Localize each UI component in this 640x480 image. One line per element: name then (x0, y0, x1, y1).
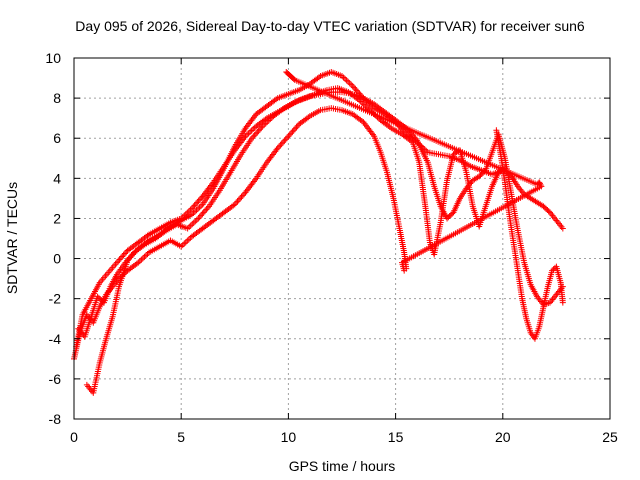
data-point-marker (481, 168, 488, 175)
data-point-marker (254, 129, 261, 136)
data-point-marker (290, 76, 297, 83)
data-point-marker (117, 255, 124, 262)
data-point-marker (545, 208, 552, 215)
data-point-marker (559, 299, 566, 306)
data-point-marker (121, 250, 128, 257)
y-tick-label: 4 (53, 170, 61, 186)
y-tick-label: 10 (45, 50, 61, 66)
data-point-marker (195, 215, 202, 222)
data-point-marker (189, 221, 196, 228)
y-tick-label: -2 (49, 291, 62, 307)
data-point-marker (348, 81, 355, 88)
y-axis-label: SDTVAR / TECUs (4, 182, 20, 294)
x-tick-label: 25 (602, 429, 618, 445)
data-point-marker (247, 128, 254, 135)
data-points (71, 69, 566, 396)
y-tick-labels: -8 -6 -4 -2 0 2 4 6 8 10 (45, 50, 61, 427)
y-tick-label: -6 (49, 371, 62, 387)
data-point-marker (239, 192, 246, 199)
data-point-marker (292, 125, 299, 132)
chart-title: Day 095 of 2026, Sidereal Day-to-day VTE… (75, 18, 585, 34)
data-point-marker (286, 131, 293, 138)
x-tick-label: 0 (70, 429, 78, 445)
data-point-marker (198, 212, 205, 219)
data-point-marker (349, 83, 356, 90)
series-track-d (73, 89, 566, 350)
data-point-marker (116, 256, 123, 263)
data-point-marker (342, 75, 349, 82)
data-point-marker (281, 137, 288, 144)
data-point-marker (550, 266, 557, 273)
x-tick-label: 20 (495, 429, 511, 445)
data-point-marker (290, 127, 297, 134)
y-tick-label: 0 (53, 251, 61, 267)
data-point-marker (182, 239, 189, 246)
data-point-marker (196, 213, 203, 220)
data-point-marker (238, 193, 245, 200)
data-point-marker (280, 139, 287, 146)
series-track-e (493, 127, 566, 342)
data-point-marker (289, 128, 296, 135)
data-point-marker (251, 132, 258, 139)
data-point-marker (192, 218, 199, 225)
x-axis-label: GPS time / hours (289, 458, 396, 474)
y-tick-label: -8 (49, 411, 62, 427)
data-point-marker (138, 256, 145, 263)
data-point-marker (278, 140, 285, 147)
data-point-marker (284, 134, 291, 141)
data-point-marker (351, 84, 358, 91)
data-point-marker (184, 237, 191, 244)
y-tick-label: 8 (53, 90, 61, 106)
data-point-marker (252, 130, 259, 137)
data-point-marker (193, 216, 200, 223)
data-point-marker (199, 210, 206, 217)
data-point-marker (244, 131, 251, 138)
data-point-marker (345, 78, 352, 85)
data-point-marker (234, 198, 241, 205)
data-point-marker (196, 196, 203, 203)
data-point-marker (202, 207, 209, 214)
y-tick-label: 6 (53, 130, 61, 146)
data-point-marker (549, 267, 556, 274)
data-point-marker (245, 130, 252, 137)
data-point-marker (401, 267, 408, 274)
data-point-marker (200, 209, 207, 216)
axis-ticks (73, 57, 611, 420)
data-point-marker (294, 122, 301, 129)
x-tick-label: 5 (177, 429, 185, 445)
data-point-marker (288, 130, 295, 137)
plot-frame (73, 57, 611, 420)
series-fragments (283, 69, 545, 274)
data-point-marker (141, 253, 148, 260)
data-point-marker (203, 206, 210, 213)
data-point-marker (179, 242, 186, 249)
data-point-marker (237, 195, 244, 202)
series-track-c (83, 69, 566, 396)
data-point-marker (233, 199, 240, 206)
data-point-marker (346, 80, 353, 87)
data-point-marker (536, 179, 543, 186)
data-point-marker (559, 225, 566, 232)
data-point-marker (235, 196, 242, 203)
y-tick-label: -4 (49, 331, 62, 347)
data-point-marker (139, 255, 146, 262)
data-point-marker (248, 127, 255, 134)
y-tick-label: 2 (53, 210, 61, 226)
x-tick-labels: 0 5 10 15 20 25 (70, 429, 618, 445)
data-point-marker (277, 142, 284, 149)
data-point-marker (186, 224, 193, 231)
data-point-marker (185, 236, 192, 243)
data-point-marker (293, 124, 300, 131)
x-tick-label: 15 (388, 429, 404, 445)
data-point-marker (123, 249, 130, 256)
data-point-marker (343, 77, 350, 84)
data-point-marker (120, 252, 127, 259)
data-point-marker (250, 126, 257, 133)
data-point-marker (352, 86, 359, 93)
data-point-marker (142, 252, 149, 259)
data-point-marker (190, 219, 197, 226)
x-tick-label: 10 (281, 429, 297, 445)
data-point-marker (282, 136, 289, 143)
